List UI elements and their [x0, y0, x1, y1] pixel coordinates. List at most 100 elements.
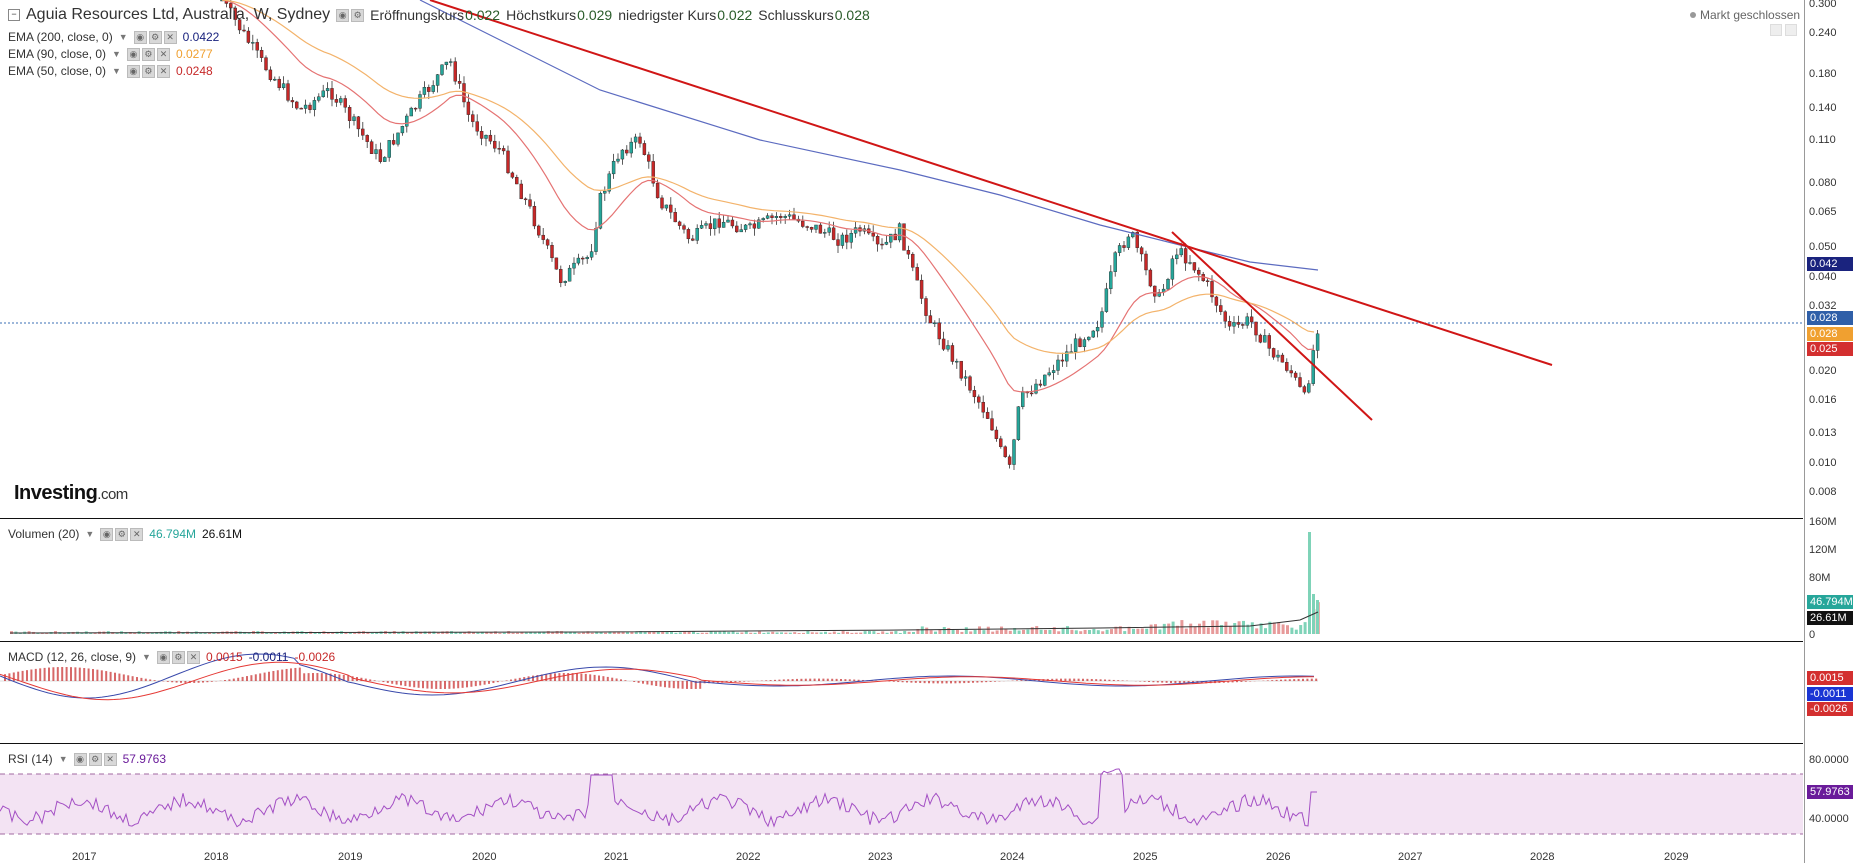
header-controls[interactable]: ◉ ⚙: [336, 8, 365, 22]
candle-body: [273, 78, 277, 81]
volume-bar: [203, 632, 207, 634]
chart-canvas[interactable]: [0, 0, 1803, 863]
macd-legend[interactable]: MACD (12, 26, close, 9) ▼ ◉ ⚙ ✕ 0.0015 -0.0…: [8, 650, 335, 664]
volume-bar: [674, 632, 678, 634]
rsi-legend[interactable]: RSI (14) ▼ ◉ ⚙ ✕ 57.9763: [8, 752, 166, 766]
close-icon[interactable]: ✕: [186, 650, 200, 664]
candle-body: [805, 226, 809, 228]
eye-icon[interactable]: ◉: [126, 47, 140, 61]
macd-histogram-bar: [664, 681, 666, 688]
chevron-down-icon[interactable]: ▼: [118, 32, 128, 42]
price-badge: 0.025: [1807, 342, 1853, 356]
close-icon[interactable]: ✕: [156, 47, 170, 61]
close-pane-icon[interactable]: [1785, 24, 1797, 36]
volume-bar: [604, 632, 607, 634]
candle-body: [937, 322, 941, 340]
candle-body: [1038, 383, 1043, 386]
macd-histogram-bar: [668, 681, 671, 688]
close-icon[interactable]: ✕: [130, 527, 144, 541]
volume-bar: [1132, 628, 1135, 634]
macd-histogram-bar: [39, 668, 42, 681]
settings-icon[interactable]: ⚙: [88, 752, 102, 766]
settings-icon[interactable]: ⚙: [141, 47, 155, 61]
close-icon[interactable]: ✕: [156, 64, 170, 78]
candle-body: [713, 218, 717, 229]
volume-bar: [1123, 631, 1127, 634]
macd-histogram-bar: [325, 673, 328, 681]
price-axis[interactable]: 0.300 0.240 0.180 0.140 0.110 0.080 0.065 0.050…: [1804, 0, 1864, 863]
chevron-down-icon[interactable]: ▼: [112, 66, 121, 76]
ema200-controls[interactable]: ◉ ⚙ ✕: [133, 30, 177, 44]
volume-bar: [634, 632, 638, 634]
ema50-controls[interactable]: ◉ ⚙ ✕: [126, 64, 170, 78]
candle-body: [334, 99, 339, 103]
indicator-ema90[interactable]: EMA (90, close, 0) ▼ ◉ ⚙ ✕ 0.0277: [8, 47, 213, 61]
close-icon[interactable]: ✕: [163, 30, 177, 44]
volume-bar: [1246, 624, 1250, 634]
rsi-controls[interactable]: ◉ ⚙ ✕: [73, 752, 117, 766]
volume-bar: [1242, 620, 1245, 634]
volume-controls[interactable]: ◉ ⚙ ✕: [100, 527, 144, 541]
close-icon[interactable]: ✕: [103, 752, 117, 766]
settings-icon[interactable]: ⚙: [171, 650, 185, 664]
volume-bar: [872, 631, 876, 634]
candle-body: [642, 143, 647, 155]
rsi-tick-label: 40.0000: [1809, 813, 1849, 825]
chevron-down-icon[interactable]: ▼: [142, 652, 151, 662]
eye-icon[interactable]: ◉: [73, 752, 87, 766]
macd-histogram-bar: [985, 681, 988, 683]
volume-bar: [1268, 621, 1272, 634]
settings-icon[interactable]: ⚙: [115, 527, 129, 541]
macd-histogram-bar: [52, 667, 55, 681]
price-tick-label: 0.140: [1809, 102, 1837, 114]
chevron-down-icon[interactable]: ▼: [112, 49, 121, 59]
volume-bar: [1022, 629, 1025, 634]
chevron-down-icon[interactable]: ▼: [58, 754, 68, 764]
eye-icon[interactable]: ◉: [126, 64, 140, 78]
eye-icon[interactable]: ◉: [100, 527, 114, 541]
macd-histogram-bar: [840, 678, 842, 681]
eye-icon[interactable]: ◉: [156, 650, 170, 664]
eye-icon[interactable]: ◉: [133, 30, 147, 44]
settings-icon[interactable]: ⚙: [141, 64, 155, 78]
macd-histogram-bar: [439, 681, 442, 689]
macd-histogram-bar: [131, 676, 134, 681]
maximize-icon[interactable]: [1770, 24, 1782, 36]
volume-legend[interactable]: Volumen (20) ▼ ◉ ⚙ ✕ 46.794M 26.61M: [8, 527, 242, 541]
macd-histogram-bar: [769, 680, 772, 681]
volume-bar: [1215, 620, 1219, 634]
volume-bar: [287, 632, 291, 634]
collapse-icon[interactable]: −: [8, 9, 20, 21]
volume-tick-label: 120M: [1809, 544, 1837, 556]
candle-body: [281, 83, 286, 89]
macd-histogram-bar: [26, 670, 28, 681]
window-controls[interactable]: [1770, 24, 1797, 36]
volume-bar: [898, 632, 902, 634]
volume-bar: [1162, 623, 1166, 634]
macd-histogram-bar: [140, 677, 143, 681]
time-tick-label: 2021: [604, 851, 629, 863]
macd-controls[interactable]: ◉ ⚙ ✕: [156, 650, 200, 664]
candle-body: [1007, 456, 1012, 465]
macd-histogram-bar: [492, 681, 495, 684]
candle-body: [616, 158, 620, 162]
volume-bar: [1176, 625, 1179, 634]
volume-bar: [472, 632, 475, 634]
macd-histogram-bar: [430, 681, 433, 689]
price-badge: 0.028: [1807, 311, 1853, 325]
settings-icon[interactable]: ⚙: [351, 8, 365, 22]
indicator-ema50[interactable]: EMA (50, close, 0) ▼ ◉ ⚙ ✕ 0.0248: [8, 64, 213, 78]
macd-histogram-bar: [800, 678, 803, 681]
volume-bar: [608, 631, 612, 634]
settings-icon[interactable]: ⚙: [148, 30, 162, 44]
volume-label: Volumen (20): [8, 527, 80, 541]
ema90-controls[interactable]: ◉ ⚙ ✕: [126, 47, 170, 61]
macd-histogram-bar: [1174, 681, 1177, 684]
macd-histogram-bar: [1284, 679, 1287, 681]
indicator-ema200[interactable]: EMA (200, close, 0) ▼ ◉ ⚙ ✕ 0.0422: [8, 30, 219, 44]
macd-histogram-bar: [228, 679, 231, 681]
eye-icon[interactable]: ◉: [336, 8, 350, 22]
chevron-down-icon[interactable]: ▼: [85, 529, 95, 539]
candle-body: [761, 218, 765, 221]
chart-title[interactable]: Aguia Resources Ltd, Australia, W, Sydne…: [26, 6, 331, 23]
